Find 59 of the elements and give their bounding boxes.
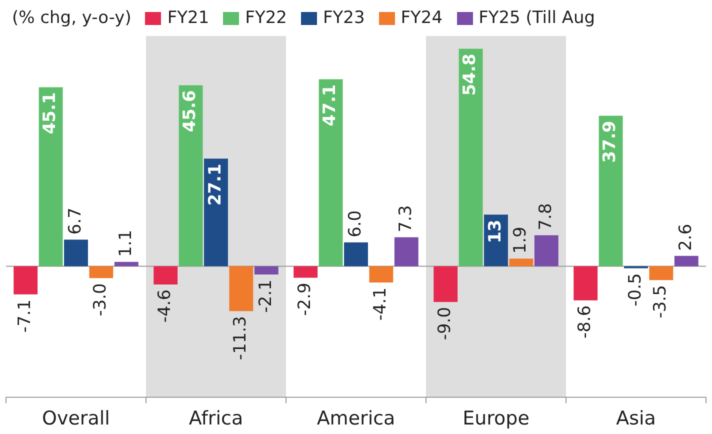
bar [344, 242, 368, 266]
data-label: 7.3 [396, 205, 416, 232]
bar [318, 79, 343, 266]
data-label: 1.9 [510, 226, 531, 254]
data-label: -7.1 [15, 299, 36, 333]
data-label: 45.6 [180, 90, 200, 132]
x-tick-label: Africa [188, 408, 244, 430]
bar [598, 116, 623, 266]
data-label: 1.1 [116, 230, 136, 257]
bar [458, 48, 483, 266]
bar [154, 266, 178, 284]
data-label: -2.9 [295, 282, 316, 316]
data-label: 6.0 [345, 210, 366, 238]
data-label: -3.5 [650, 285, 671, 318]
legend-label: FY22 [245, 8, 287, 28]
legend-label: FY21 [167, 8, 210, 28]
bar [14, 266, 38, 294]
x-tick-label: Europe [462, 408, 530, 430]
legend-label: FY24 [400, 8, 443, 28]
x-tick-label: Overall [42, 408, 110, 430]
data-label: 6.7 [65, 208, 86, 235]
data-label: -8.6 [575, 305, 596, 339]
data-label: -11.3 [230, 316, 251, 360]
bar [294, 266, 318, 278]
bar [434, 266, 458, 302]
data-label: -3.0 [90, 283, 111, 316]
data-label: 7.8 [536, 203, 556, 230]
legend-label: FY25 (Till Aug [478, 8, 596, 28]
legend-label: FY23 [322, 8, 365, 28]
bar [534, 235, 558, 266]
data-label: -9.0 [435, 306, 456, 340]
bar [178, 85, 203, 266]
bar [369, 266, 394, 282]
data-label: -4.1 [370, 287, 391, 321]
data-label: 54.8 [460, 54, 480, 96]
data-label: 37.9 [600, 120, 620, 163]
bar [64, 240, 88, 266]
bar [89, 266, 114, 278]
data-label: -4.6 [155, 289, 176, 323]
data-label: 13 [485, 220, 506, 244]
x-tick-label: America [316, 408, 396, 430]
x-tick-label: Asia [616, 408, 656, 430]
data-label: 2.6 [676, 224, 696, 251]
bar [509, 258, 534, 266]
data-label: 27.1 [205, 164, 226, 206]
data-label: 47.1 [320, 84, 340, 126]
bar [204, 158, 228, 266]
data-label: -2.1 [256, 280, 276, 313]
bar [114, 262, 138, 266]
bar [649, 266, 674, 280]
data-label: 45.1 [40, 92, 60, 134]
data-label: -0.5 [625, 273, 646, 306]
bar [674, 256, 698, 266]
legend-title: (% chg, y-o-y) [12, 8, 132, 28]
bar [38, 87, 63, 266]
bar [574, 266, 598, 300]
bar [254, 266, 278, 275]
bar [394, 237, 418, 266]
bar [229, 266, 254, 312]
